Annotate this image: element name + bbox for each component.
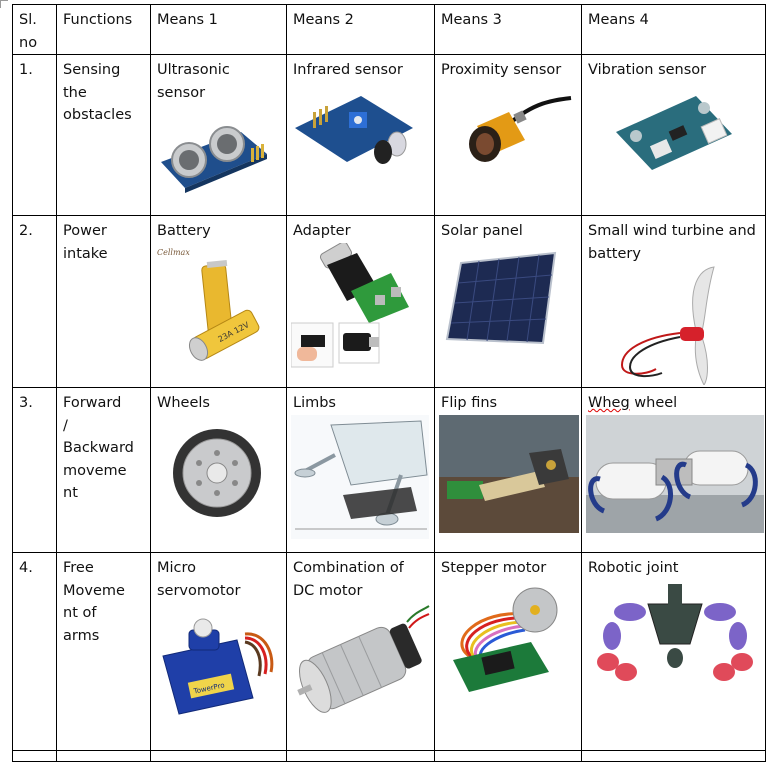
means-cell: Wheg wheel <box>581 387 766 553</box>
row-function: Power intake <box>56 215 151 388</box>
battery-image: Cellmax 23A 12V <box>157 248 260 361</box>
means-cell: Robotic joint <box>581 552 766 751</box>
table-row: 1. Sensing the obstacles Ultrasonic sens… <box>12 54 766 216</box>
flip-fins-robot-image <box>439 414 579 533</box>
infrared-sensor-image <box>295 95 413 164</box>
page-corner-mark <box>0 0 8 8</box>
table-row: 2. Power intake Battery Cellmax 23A 12V … <box>12 215 766 388</box>
row-number: 2. <box>12 215 57 388</box>
means-cell: Adapter <box>286 215 435 388</box>
row-number: 1. <box>12 54 57 216</box>
solar-panel-image <box>445 251 557 344</box>
robotic-joint-image <box>597 583 753 681</box>
ultrasonic-sensor-image <box>161 126 267 193</box>
header-means2: Means 2 <box>286 4 435 55</box>
adapter-image <box>291 242 409 367</box>
means-cell: Infrared sensor <box>286 54 435 216</box>
means-cell: Vibration sensor <box>581 54 766 216</box>
row-number: 4. <box>12 552 57 751</box>
means-cell: Small wind turbine and battery <box>581 215 766 388</box>
header-means3: Means 3 <box>434 4 582 55</box>
proximity-sensor-image <box>469 95 572 162</box>
means-cell: Limbs <box>286 387 435 553</box>
means-cell: Micro servomotor TowerPro <box>150 552 287 751</box>
header-row: Sl. no Functions Means 1 Means 2 Means 3… <box>12 4 766 55</box>
stepper-motor-image <box>453 587 558 692</box>
table-row: 4. Free Moveme nt of arms Micro servomotor … <box>12 552 766 751</box>
row-function: Sensing the obstacles <box>56 54 151 216</box>
robotic-limbs-image <box>291 414 429 539</box>
table-row: 3. Forward / Backward moveme nt Wheels Limbs <box>12 387 766 553</box>
dc-motor-image <box>297 605 430 713</box>
means-cell: Battery Cellmax 23A 12V <box>150 215 287 388</box>
wheg-robot-image <box>586 414 764 533</box>
svg-text:Cellmax: Cellmax <box>157 248 190 257</box>
means-cell: Ultrasonic sensor <box>150 54 287 216</box>
row-function: Forward / Backward moveme nt <box>56 387 151 553</box>
servo-motor-image: TowerPro <box>162 618 274 715</box>
morphological-chart-table: Sl. no Functions Means 1 Means 2 Means 3… <box>12 4 766 762</box>
omni-wheel-image <box>173 428 261 517</box>
means-cell: Wheels <box>150 387 287 553</box>
means-cell: Combination of DC motor <box>286 552 435 751</box>
table-row-partial <box>12 750 766 762</box>
row-function: Free Moveme nt of arms <box>56 552 151 751</box>
header-functions: Functions <box>56 4 151 55</box>
header-means1: Means 1 <box>150 4 287 55</box>
means-cell: Stepper motor <box>434 552 582 751</box>
wind-turbine-image <box>620 266 715 385</box>
means-cell: Proximity sensor <box>434 54 582 216</box>
means-cell: Solar panel <box>434 215 582 388</box>
means-cell: Flip fins <box>434 387 582 553</box>
vibration-sensor-image <box>616 95 732 170</box>
header-slno: Sl. no <box>12 4 57 55</box>
header-means4: Means 4 <box>581 4 766 55</box>
row-number: 3. <box>12 387 57 553</box>
